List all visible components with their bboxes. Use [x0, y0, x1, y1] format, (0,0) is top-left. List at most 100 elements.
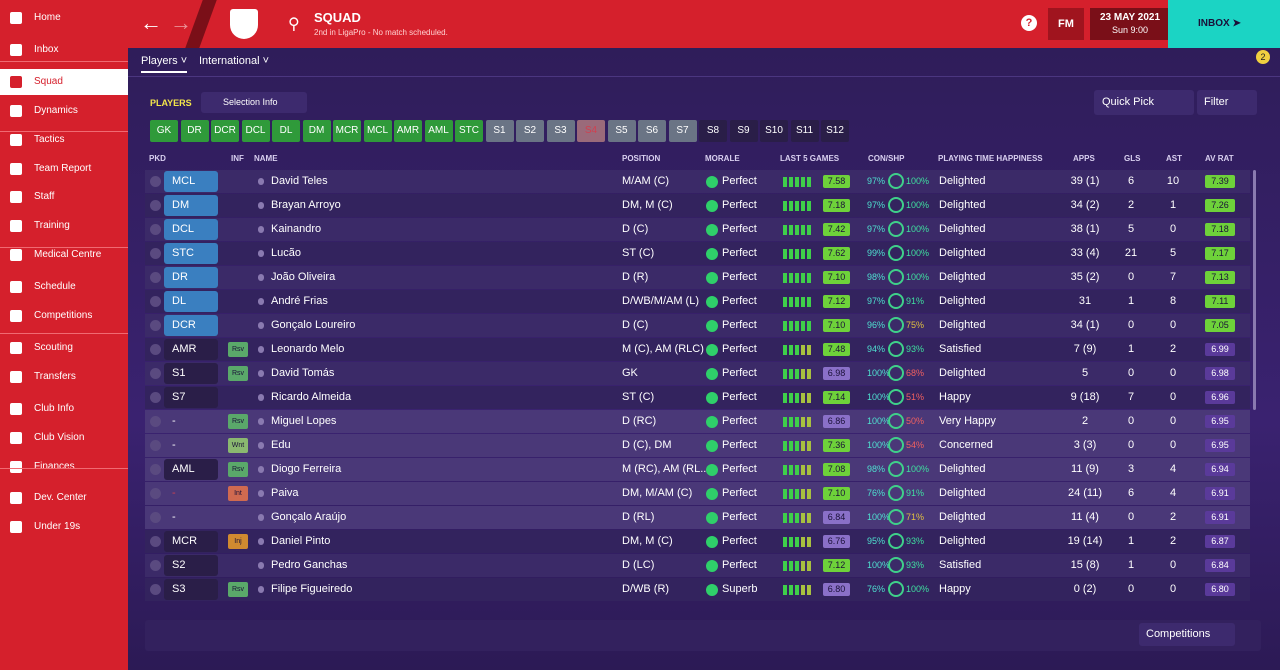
position-button[interactable]: GK: [150, 120, 178, 142]
position-button[interactable]: DM: [302, 120, 331, 142]
sidebar-item[interactable]: Competitions: [0, 303, 128, 329]
pick-checkbox[interactable]: [150, 560, 161, 571]
player-name[interactable]: Filipe Figueiredo: [271, 583, 353, 595]
player-name[interactable]: David Teles: [271, 175, 328, 187]
sidebar-item[interactable]: Dynamics: [0, 98, 128, 124]
date-box[interactable]: 23 MAY 2021 Sun 9:00: [1090, 8, 1170, 40]
player-row[interactable]: DL André Frias D/WB/M/AM (L) Perfect 7.12 97%…: [145, 290, 1250, 313]
player-row[interactable]: MCL David Teles M/AM (C) Perfect 7.58 97% 100%…: [145, 170, 1250, 193]
filter-button[interactable]: Filter: [1197, 90, 1257, 115]
player-name[interactable]: Brayan Arroyo: [271, 199, 341, 211]
player-row[interactable]: MCR Inj Daniel Pinto DM, M (C) Perfect 6.76 95…: [145, 530, 1250, 553]
position-button[interactable]: S7: [668, 120, 697, 142]
notification-badge[interactable]: 2: [1256, 50, 1270, 64]
position-button[interactable]: S11: [790, 120, 819, 142]
player-row[interactable]: DCR Gonçalo Loureiro D (C) Perfect 7.10 96% 75…: [145, 314, 1250, 337]
pick-checkbox[interactable]: [150, 368, 161, 379]
column-header[interactable]: INF: [231, 154, 244, 163]
position-dropdown[interactable]: S3: [164, 579, 218, 600]
pick-checkbox[interactable]: [150, 488, 161, 499]
back-arrow[interactable]: ←: [140, 10, 162, 35]
player-name[interactable]: João Oliveira: [271, 271, 336, 283]
column-header[interactable]: CON/SHP: [868, 154, 905, 163]
sidebar-item[interactable]: Club Vision: [0, 425, 128, 451]
sidebar-item[interactable]: Schedule: [0, 274, 128, 300]
column-header[interactable]: LAST 5 GAMES: [780, 154, 840, 163]
player-name[interactable]: Lucão: [271, 247, 301, 259]
position-button[interactable]: S6: [638, 120, 666, 142]
position-dropdown[interactable]: -: [172, 511, 176, 523]
position-dropdown[interactable]: -: [172, 415, 176, 427]
sidebar-item[interactable]: Medical Centre: [0, 242, 128, 268]
position-dropdown[interactable]: AMR: [164, 339, 218, 360]
player-row[interactable]: STC Lucão ST (C) Perfect 7.62 99% 100% Delighte…: [145, 242, 1250, 265]
position-button[interactable]: DR: [180, 120, 209, 142]
help-icon[interactable]: ?: [1021, 15, 1037, 31]
sidebar-item[interactable]: Club Info: [0, 396, 128, 422]
club-crest[interactable]: [230, 9, 258, 39]
player-name[interactable]: Diogo Ferreira: [271, 463, 342, 475]
player-name[interactable]: Paiva: [271, 487, 299, 499]
player-name[interactable]: Pedro Ganchas: [271, 559, 348, 571]
scrollbar[interactable]: [1253, 170, 1256, 410]
position-button[interactable]: S9: [729, 120, 758, 142]
search-icon[interactable]: ⚲: [288, 16, 300, 33]
position-dropdown[interactable]: DR: [164, 267, 218, 288]
player-name[interactable]: Gonçalo Araújo: [271, 511, 347, 523]
pick-checkbox[interactable]: [150, 512, 161, 523]
pick-checkbox[interactable]: [150, 176, 161, 187]
position-button[interactable]: DCL: [241, 120, 270, 142]
sidebar-item[interactable]: Transfers: [0, 364, 128, 390]
player-row[interactable]: S7 Ricardo Almeida ST (C) Perfect 7.14 100% 51…: [145, 386, 1250, 409]
sidebar-item[interactable]: Staff: [0, 184, 128, 210]
position-button[interactable]: S2: [516, 120, 544, 142]
sidebar-item[interactable]: Squad: [0, 69, 128, 95]
pick-checkbox[interactable]: [150, 440, 161, 451]
player-row[interactable]: - Int Paiva DM, M/AM (C) Perfect 7.10 76% 91% De…: [145, 482, 1250, 505]
player-name[interactable]: Daniel Pinto: [271, 535, 331, 547]
position-dropdown[interactable]: STC: [164, 243, 218, 264]
position-button[interactable]: STC: [455, 120, 483, 142]
position-button[interactable]: S10: [760, 120, 788, 142]
position-button[interactable]: S12: [821, 120, 849, 142]
sidebar-item[interactable]: Finances: [0, 454, 128, 480]
sidebar-item[interactable]: Training: [0, 213, 128, 239]
column-header[interactable]: APPS: [1073, 154, 1095, 163]
player-name[interactable]: Ricardo Almeida: [271, 391, 352, 403]
sidebar-item[interactable]: Under 19s: [0, 514, 128, 540]
forward-arrow[interactable]: →: [170, 10, 192, 35]
position-button[interactable]: DL: [272, 120, 300, 142]
player-row[interactable]: S2 Pedro Ganchas D (LC) Perfect 7.12 100% 93% S…: [145, 554, 1250, 577]
position-dropdown[interactable]: DCR: [164, 315, 218, 336]
tab[interactable]: International ˅: [199, 55, 270, 67]
player-row[interactable]: DM Brayan Arroyo DM, M (C) Perfect 7.18 97% 10…: [145, 194, 1250, 217]
tab[interactable]: Players ˅: [141, 55, 188, 73]
position-button[interactable]: S5: [607, 120, 636, 142]
player-row[interactable]: S3 Rsv Filipe Figueiredo D/WB (R) Superb 6.80…: [145, 578, 1250, 601]
column-header[interactable]: NAME: [254, 154, 278, 163]
pick-checkbox[interactable]: [150, 464, 161, 475]
position-dropdown[interactable]: S2: [164, 555, 218, 576]
position-dropdown[interactable]: S1: [164, 363, 218, 384]
column-header[interactable]: POSITION: [622, 154, 661, 163]
position-button[interactable]: S1: [485, 120, 514, 142]
player-name[interactable]: Leonardo Melo: [271, 343, 345, 355]
position-dropdown[interactable]: DM: [164, 195, 218, 216]
sidebar-item[interactable]: Team Report: [0, 156, 128, 182]
pick-checkbox[interactable]: [150, 200, 161, 211]
position-dropdown[interactable]: S7: [164, 387, 218, 408]
position-button[interactable]: MCL: [363, 120, 392, 142]
position-dropdown[interactable]: -: [172, 487, 176, 499]
player-row[interactable]: - Rsv Miguel Lopes D (RC) Perfect 6.86 100% 50%…: [145, 410, 1250, 433]
position-button[interactable]: MCR: [333, 120, 361, 142]
player-row[interactable]: S1 Rsv David Tomás GK Perfect 6.98 100% 68% Deli…: [145, 362, 1250, 385]
pick-checkbox[interactable]: [150, 224, 161, 235]
sidebar-item[interactable]: Tactics: [0, 127, 128, 153]
position-button[interactable]: S3: [546, 120, 575, 142]
player-name[interactable]: Miguel Lopes: [271, 415, 337, 427]
column-header[interactable]: AST: [1166, 154, 1182, 163]
player-row[interactable]: DR João Oliveira D (R) Perfect 7.10 98% 100% De…: [145, 266, 1250, 289]
position-button[interactable]: S8: [699, 120, 727, 142]
player-row[interactable]: DCL Kainandro D (C) Perfect 7.42 97% 100% Delig…: [145, 218, 1250, 241]
position-dropdown[interactable]: MCR: [164, 531, 218, 552]
